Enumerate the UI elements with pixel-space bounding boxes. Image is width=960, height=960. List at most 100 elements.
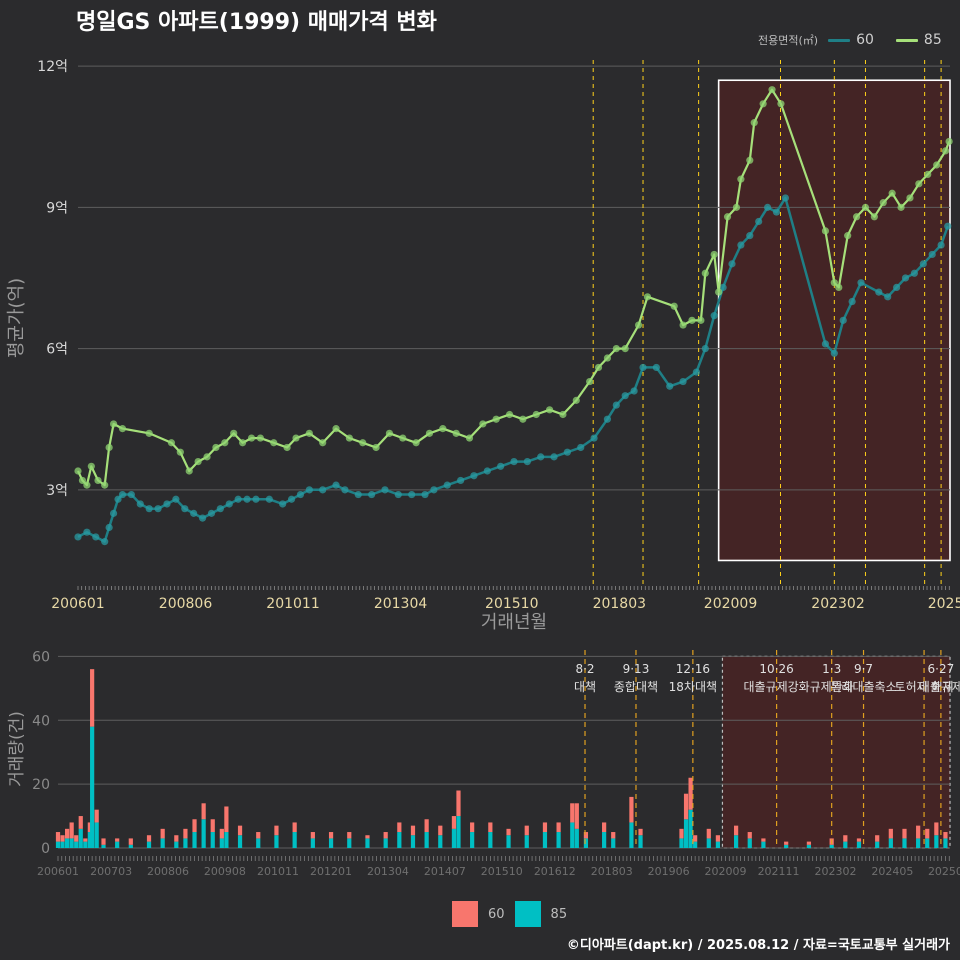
volume-y-tick-label: 0	[41, 841, 50, 857]
policy-name-label: 대책	[574, 679, 596, 694]
price-point-85	[479, 420, 487, 428]
price-point-60	[118, 490, 127, 499]
price-point-60	[603, 415, 612, 423]
price-point-85	[879, 199, 887, 207]
volume-bar-85	[210, 832, 215, 848]
volume-bar-60	[806, 841, 812, 845]
volume-bar-85	[274, 835, 279, 848]
price-point-85	[452, 429, 460, 437]
volume-y-tick-label: 60	[32, 649, 50, 665]
price-point-60	[163, 500, 171, 508]
price-point-60	[563, 448, 571, 456]
volume-x-tick-label: 201304	[367, 865, 409, 878]
volume-bar-85	[784, 844, 789, 848]
price-point-60	[252, 495, 260, 503]
volume-bar-60	[683, 793, 689, 820]
volume-bar-85	[856, 841, 862, 848]
volume-bar-60	[688, 777, 693, 810]
volume-bar-85	[438, 835, 443, 848]
volume-bar-60	[69, 822, 74, 839]
price-point-85	[835, 283, 843, 291]
price-point-85	[94, 476, 102, 485]
volume-bar-85	[611, 838, 616, 848]
volume-bar-85	[602, 832, 607, 848]
volume-bar-60	[237, 825, 243, 836]
volume-bar-85	[128, 844, 133, 848]
price-point-85	[670, 302, 678, 310]
credit-text: ©디아파트(dapt.kr) / 2025.08.12 / 자료=국토교통부 실…	[566, 938, 950, 953]
policy-date-label: 1·3	[822, 662, 841, 676]
volume-bar-85	[506, 835, 511, 848]
price-point-85	[372, 443, 380, 452]
price-point-60	[497, 462, 505, 470]
legend-box-label-85: 85	[550, 906, 568, 922]
price-point-60	[145, 505, 153, 513]
price-point-85	[830, 279, 838, 287]
price-point-60	[919, 260, 927, 268]
volume-bar-60	[292, 822, 297, 833]
price-x-tick-label: 201011	[266, 596, 319, 612]
volume-bar-60	[219, 828, 224, 839]
volume-bar-60	[87, 822, 92, 833]
price-point-60	[181, 505, 189, 513]
volume-bar-60	[128, 838, 133, 845]
price-point-85	[247, 434, 256, 442]
price-point-85	[176, 448, 184, 456]
volume-bar-60	[328, 832, 334, 839]
volume-y-tick-label: 20	[32, 777, 50, 793]
price-point-60	[234, 495, 242, 503]
policy-name-label: 18차대책	[669, 679, 717, 694]
policy-date-label: 12·16	[676, 662, 710, 676]
volume-bar-60	[638, 828, 643, 836]
price-point-85	[603, 354, 612, 362]
price-point-60	[483, 467, 491, 475]
policy-name-label: 토허제 해제	[895, 680, 954, 694]
price-point-60	[105, 523, 113, 532]
volume-bar-60	[542, 822, 548, 833]
volume-x-tick-label: 200601	[37, 865, 79, 878]
price-point-85	[737, 175, 745, 183]
price-legend: 전용면적(㎡) 60 85	[758, 32, 942, 48]
price-point-85	[399, 434, 407, 442]
price-point-85	[203, 453, 211, 461]
volume-bar-85	[55, 841, 61, 848]
price-point-85	[710, 250, 718, 259]
price-point-85	[861, 203, 870, 211]
volume-bar-85	[101, 844, 106, 848]
price-point-85	[270, 439, 278, 447]
volume-x-tick-label: 200806	[147, 865, 189, 878]
price-point-85	[305, 429, 313, 437]
volume-bar-85	[456, 816, 461, 848]
volume-bar-85	[934, 835, 939, 848]
legend-swatch-60	[828, 38, 851, 42]
price-point-60	[839, 316, 847, 324]
price-x-tick-label: 201510	[485, 596, 538, 612]
volume-bar-85	[237, 835, 243, 848]
volume-x-tick-label: 202302	[814, 865, 856, 878]
policy-date-label: 6·27	[928, 662, 955, 676]
volume-bar-85	[679, 838, 684, 848]
price-point-60	[901, 274, 910, 282]
volume-bar-85	[693, 841, 698, 848]
volume-bar-60	[916, 825, 921, 839]
volume-x-tick-label: 202111	[758, 865, 800, 878]
policy-name-label: 종합대책	[614, 679, 658, 694]
volume-bar-85	[183, 838, 188, 848]
price-point-60	[652, 363, 660, 372]
price-point-85	[759, 100, 767, 108]
volume-bar-60	[78, 816, 83, 829]
price-point-60	[287, 495, 296, 503]
price-point-60	[639, 363, 647, 372]
volume-bar-60	[570, 803, 575, 823]
price-point-60	[92, 533, 100, 541]
price-point-60	[679, 377, 687, 386]
price-point-60	[332, 481, 340, 489]
price-point-85	[74, 467, 82, 475]
volume-bar-85	[638, 835, 643, 848]
volume-bar-85	[410, 835, 416, 848]
price-point-85	[519, 415, 527, 423]
price-point-85	[412, 439, 420, 447]
price-point-85	[292, 434, 300, 442]
price-point-85	[572, 396, 580, 404]
price-point-60	[394, 490, 402, 499]
